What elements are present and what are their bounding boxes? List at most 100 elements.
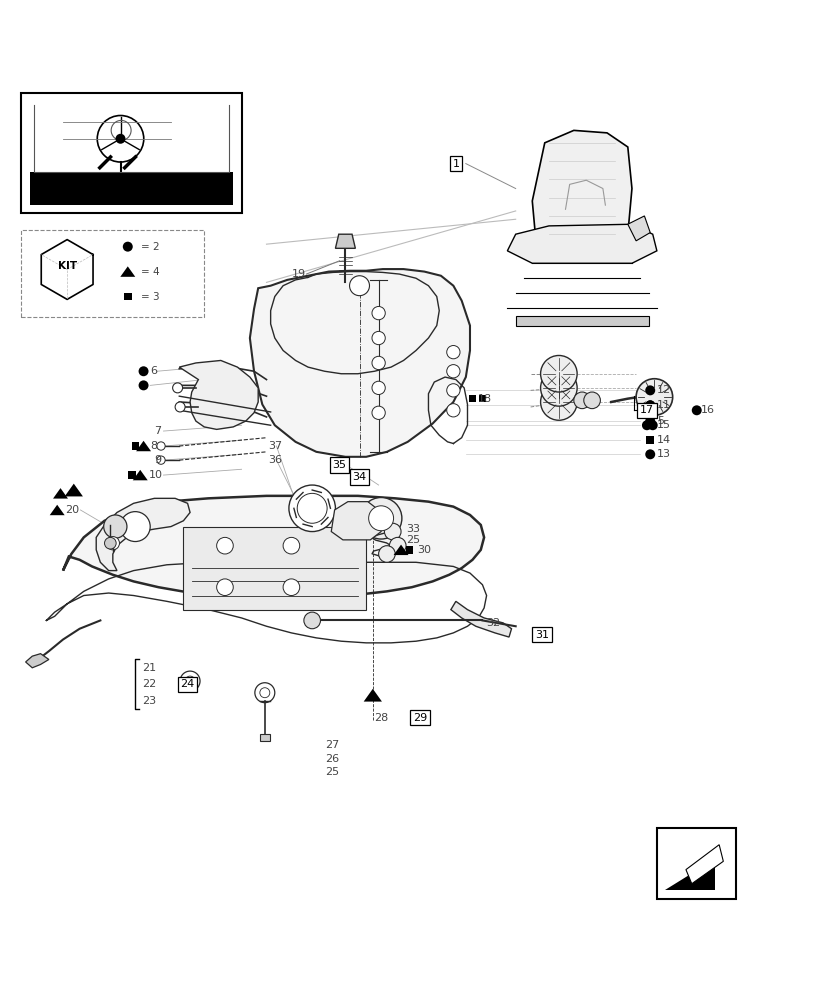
Circle shape: [584, 392, 601, 409]
Circle shape: [574, 392, 591, 409]
Bar: [128, 471, 136, 479]
Circle shape: [646, 385, 656, 395]
Circle shape: [349, 276, 369, 296]
Circle shape: [157, 456, 166, 464]
Text: 27: 27: [324, 740, 339, 750]
Bar: [260, 734, 270, 741]
Text: 31: 31: [535, 630, 549, 640]
Text: 11: 11: [657, 400, 671, 410]
Bar: [406, 546, 414, 554]
Polygon shape: [26, 654, 49, 668]
Polygon shape: [508, 224, 657, 263]
Circle shape: [289, 485, 335, 532]
Text: 6: 6: [151, 366, 157, 376]
Circle shape: [216, 537, 233, 554]
Bar: [183, 527, 366, 610]
Circle shape: [157, 442, 166, 450]
Circle shape: [691, 405, 701, 415]
Polygon shape: [394, 545, 409, 555]
Circle shape: [172, 383, 182, 393]
Text: 28: 28: [374, 713, 389, 723]
Circle shape: [646, 416, 656, 426]
Circle shape: [106, 537, 120, 550]
Polygon shape: [136, 441, 151, 451]
Text: 24: 24: [181, 679, 195, 689]
Circle shape: [389, 537, 406, 554]
Circle shape: [447, 346, 460, 359]
Text: 34: 34: [353, 472, 367, 482]
Circle shape: [139, 380, 149, 390]
Text: 22: 22: [142, 679, 156, 689]
Polygon shape: [628, 216, 651, 241]
Circle shape: [541, 355, 577, 392]
Circle shape: [297, 493, 327, 523]
Text: 7: 7: [155, 426, 161, 436]
Text: 9: 9: [155, 455, 161, 465]
Text: 10: 10: [149, 470, 162, 480]
Text: 25: 25: [406, 535, 420, 545]
Text: 18: 18: [478, 394, 493, 404]
Polygon shape: [121, 266, 136, 277]
Text: 29: 29: [413, 713, 428, 723]
Text: 13: 13: [657, 449, 671, 459]
Circle shape: [123, 242, 133, 252]
Text: 20: 20: [66, 505, 80, 515]
Circle shape: [372, 406, 385, 419]
Circle shape: [541, 384, 577, 420]
Bar: [124, 293, 131, 300]
Circle shape: [105, 537, 116, 549]
Polygon shape: [686, 845, 723, 884]
Bar: [646, 436, 654, 444]
Text: 36: 36: [268, 455, 282, 465]
Circle shape: [447, 384, 460, 397]
Circle shape: [260, 688, 270, 698]
Text: 17: 17: [640, 405, 654, 415]
Circle shape: [372, 306, 385, 320]
Text: 33: 33: [406, 524, 420, 534]
Circle shape: [646, 449, 656, 459]
Circle shape: [642, 420, 652, 430]
Circle shape: [372, 331, 385, 345]
Circle shape: [447, 365, 460, 378]
Polygon shape: [364, 689, 382, 702]
Text: 21: 21: [142, 663, 156, 673]
Text: 30: 30: [418, 545, 432, 555]
Bar: [478, 395, 486, 402]
Circle shape: [283, 579, 300, 596]
Circle shape: [121, 512, 151, 542]
Circle shape: [180, 671, 200, 691]
Bar: [22, 230, 204, 317]
Circle shape: [369, 506, 394, 531]
Circle shape: [636, 379, 672, 415]
Text: 32: 32: [487, 618, 501, 628]
Polygon shape: [179, 360, 258, 429]
Circle shape: [372, 381, 385, 395]
Polygon shape: [331, 502, 381, 540]
Text: KIT: KIT: [57, 261, 77, 271]
Circle shape: [283, 537, 300, 554]
Text: 8: 8: [151, 441, 157, 451]
Polygon shape: [532, 130, 632, 247]
Bar: [131, 442, 139, 450]
Bar: [468, 395, 476, 402]
Polygon shape: [65, 484, 83, 496]
Text: 37: 37: [268, 441, 282, 451]
Circle shape: [304, 612, 320, 629]
Circle shape: [648, 420, 658, 430]
Circle shape: [255, 683, 275, 703]
Text: = 3: = 3: [141, 292, 160, 302]
Circle shape: [360, 498, 402, 539]
Polygon shape: [50, 505, 65, 515]
Text: 5: 5: [657, 416, 664, 426]
Text: = 4: = 4: [141, 267, 160, 277]
Text: 19: 19: [291, 269, 305, 279]
Polygon shape: [97, 498, 190, 571]
Text: 12: 12: [657, 385, 671, 395]
Circle shape: [372, 356, 385, 370]
Polygon shape: [133, 470, 148, 480]
Circle shape: [185, 676, 195, 686]
Text: 16: 16: [701, 405, 715, 415]
Circle shape: [216, 579, 233, 596]
Text: 26: 26: [324, 754, 339, 764]
Text: 35: 35: [333, 460, 347, 470]
